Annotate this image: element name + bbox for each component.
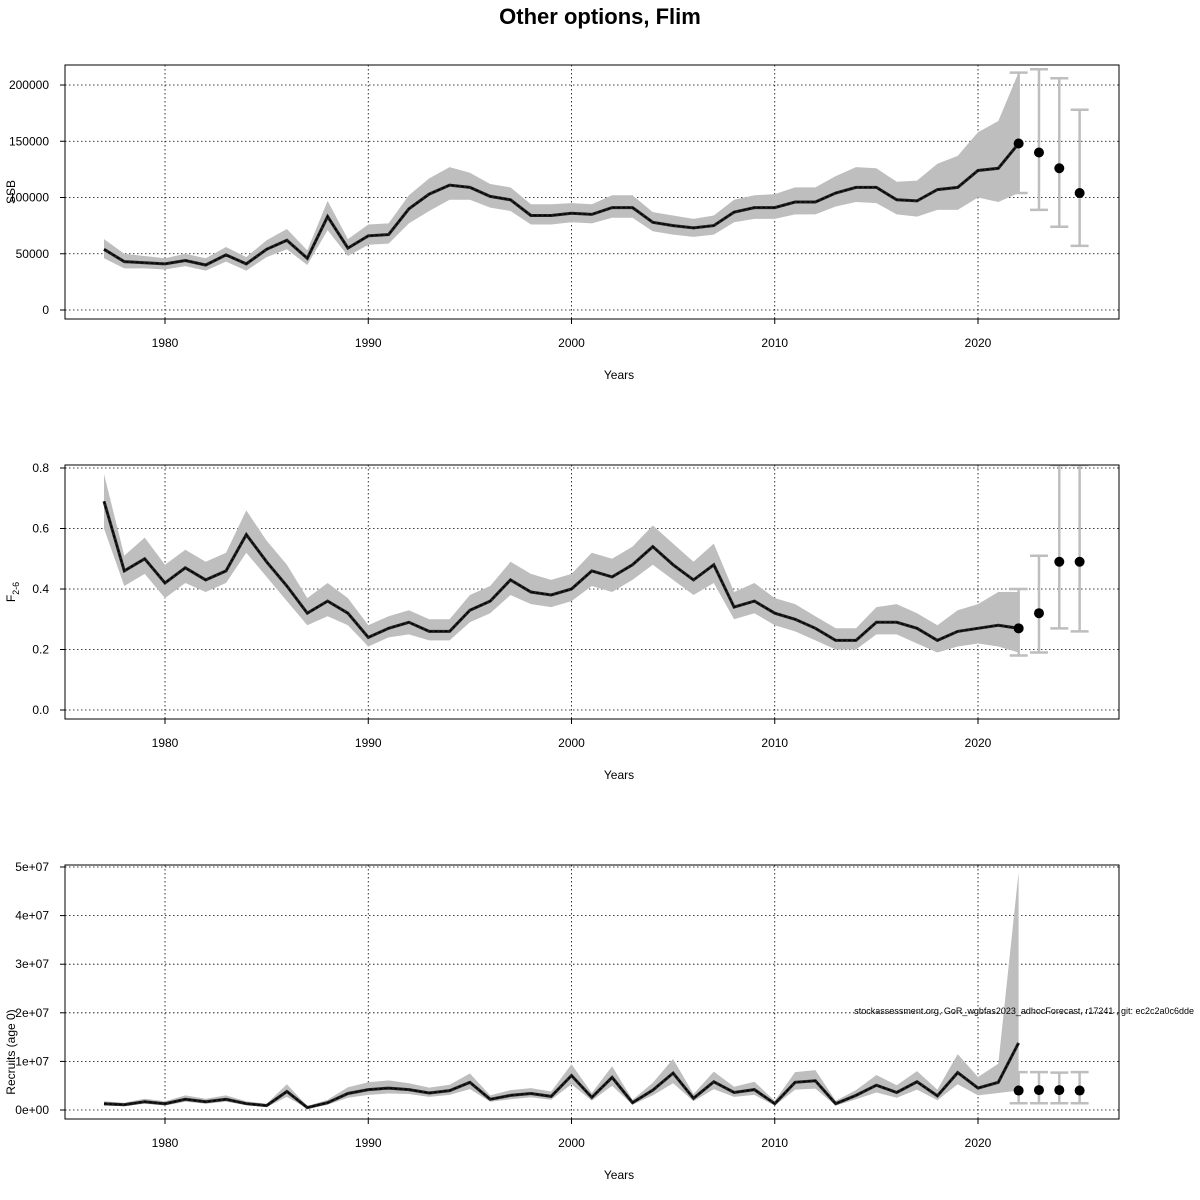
y-tick-label: 50000 (16, 247, 50, 261)
x-tick-label: 2010 (761, 736, 788, 750)
x-tick-label: 2000 (558, 736, 585, 750)
x-tick-label: 1990 (355, 736, 382, 750)
x-tick-label: 2020 (965, 736, 992, 750)
x-tick-label: 1980 (152, 1136, 179, 1150)
grid (65, 465, 1119, 719)
forecast-point (1013, 1085, 1024, 1096)
forecast-errorbar (1070, 108, 1089, 248)
estimate-line-dotted (103, 1042, 1020, 1109)
plot-frame (64, 464, 1120, 720)
estimate-line-dotted (103, 143, 1020, 266)
y-tick-label: 0.0 (32, 703, 49, 717)
recruitment-panel: 1980 1990 2000 2010 2020 0e+00 1e+07 2e+07 3e+07… (4, 860, 1120, 1182)
estimate-line-dotted (103, 501, 1019, 642)
forecast-point (1074, 188, 1085, 198)
ssb-panel: 1980 1990 2000 2010 2020 0 50000 100000 150000 20… (4, 64, 1120, 382)
plot-frame (64, 864, 1120, 1120)
axes (60, 84, 979, 324)
y-tick-label: 0 (42, 303, 49, 317)
y-tick-label: 150000 (9, 134, 49, 148)
x-tick-label: 1990 (355, 1136, 382, 1150)
plot-area (103, 871, 1089, 1110)
y-tick-label: 3e+07 (15, 957, 49, 971)
forecast-point (1074, 1085, 1085, 1096)
forecast-point (1033, 608, 1044, 619)
y-axis-label: F2-6 (4, 582, 21, 602)
footnote: stockassessment.org, GoR_wgbfas2023_adho… (854, 1006, 1194, 1016)
x-axis-label: Years (604, 1168, 634, 1182)
forecast-point (1074, 556, 1085, 567)
x-tick-label: 2000 (558, 336, 585, 350)
y-tick-label: 5e+07 (15, 860, 49, 874)
y-tick-label: 0.8 (32, 461, 49, 475)
plot-area (103, 68, 1089, 271)
forecast-errorbar (1070, 465, 1089, 633)
y-tick-label: 0e+00 (15, 1103, 49, 1117)
y-tick-label: 0.4 (32, 582, 49, 596)
plot-frame (64, 64, 1120, 320)
confidence-band (104, 871, 1019, 1109)
x-tick-label: 1990 (355, 336, 382, 350)
plot-area (102, 465, 1089, 657)
y-tick-label: 100000 (9, 191, 49, 205)
forecast-errorbar (1029, 68, 1048, 212)
x-tick-label: 2020 (965, 1136, 992, 1150)
y-tick-label: 4e+07 (15, 909, 49, 923)
forecast-point (1033, 147, 1044, 158)
y-tick-label: 1e+07 (15, 1054, 49, 1068)
y-axis-label: SSB (4, 180, 18, 204)
x-axis-label: Years (604, 368, 634, 382)
forecast-errorbar (1009, 587, 1028, 657)
forecast-point (1054, 1085, 1065, 1096)
forecast-errorbar (1009, 71, 1028, 195)
x-tick-label: 2010 (761, 1136, 788, 1150)
x-tick-label: 2010 (761, 336, 788, 350)
x-tick-label: 2000 (558, 1136, 585, 1150)
forecast-point (1013, 623, 1024, 634)
x-tick-label: 2020 (965, 336, 992, 350)
axes (60, 467, 979, 724)
y-tick-label: 0.2 (32, 643, 49, 657)
y-tick-label: 0.6 (32, 522, 49, 536)
forecast-point (1054, 556, 1065, 567)
x-tick-label: 1980 (152, 336, 179, 350)
y-axis-label: Recruits (age 0) (4, 1009, 18, 1094)
forecast-errorbar (1050, 77, 1069, 228)
forecast-point (1033, 1085, 1044, 1096)
x-axis-label: Years (604, 768, 634, 782)
y-axis-label-subscript: 2-6 (11, 582, 21, 595)
forecast-errorbar (1050, 465, 1069, 630)
figure-title: Other options, Flim (499, 4, 701, 29)
y-tick-label: 2e+07 (15, 1006, 49, 1020)
y-tick-label: 200000 (9, 78, 49, 92)
x-tick-label: 1980 (152, 736, 179, 750)
estimate-line (103, 1042, 1020, 1110)
forecast-errorbar (1029, 554, 1048, 654)
forecast-point (1054, 163, 1065, 174)
confidence-band (104, 474, 1019, 653)
axes (60, 866, 979, 1124)
forecast-point (1013, 138, 1024, 149)
fishing-mortality-panel: 1980 1990 2000 2010 2020 0.0 0.2 0.4 0.6 0.8 Years… (4, 461, 1120, 782)
confidence-band (104, 72, 1019, 271)
